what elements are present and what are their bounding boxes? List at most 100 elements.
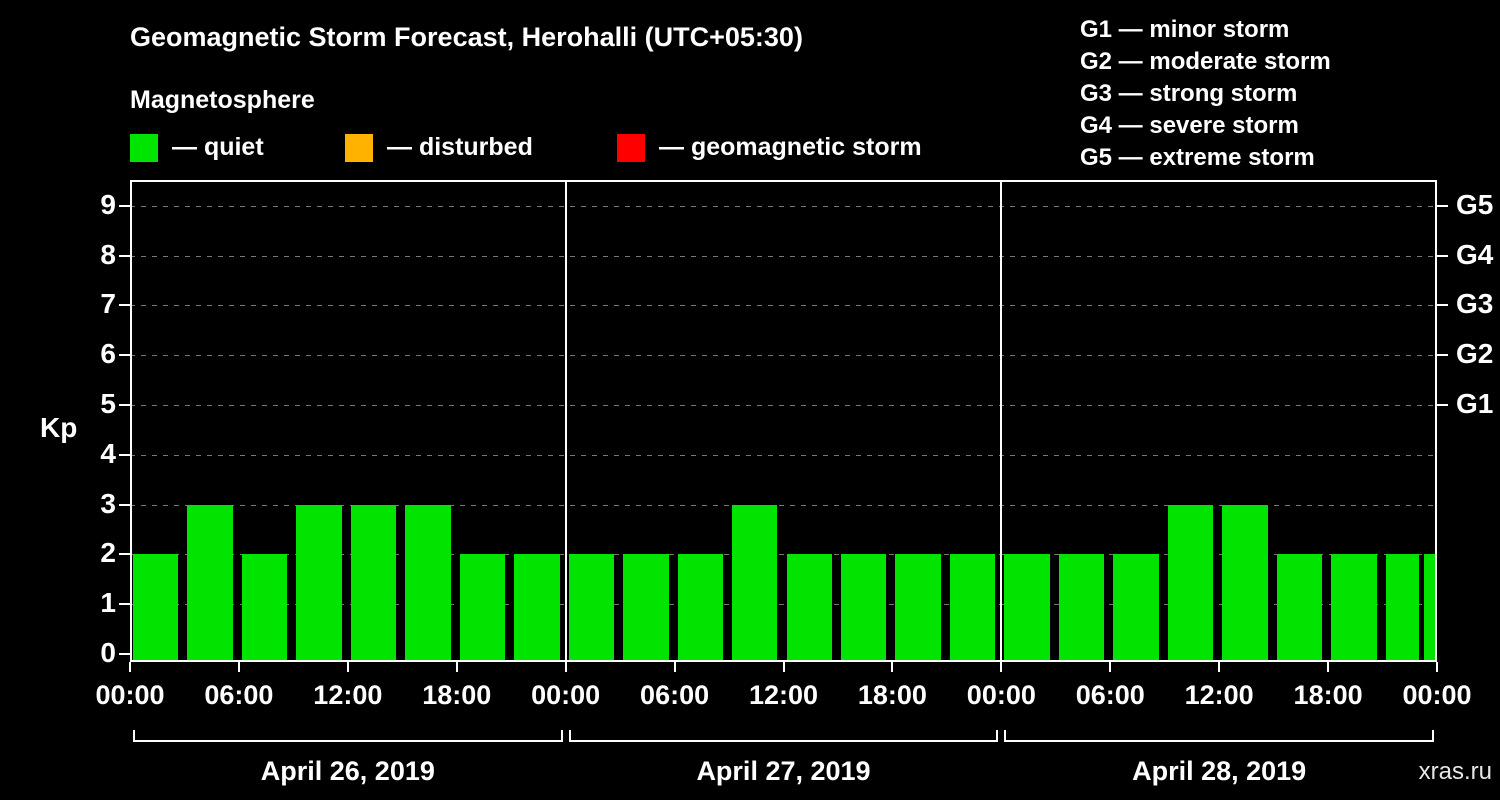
day-separator <box>1000 180 1003 662</box>
legend-item-storm: — geomagnetic storm <box>617 133 922 162</box>
g-scale-line-g1: G1 — minor storm <box>1080 16 1290 43</box>
y-tick-label: 6 <box>100 338 116 370</box>
kp-bar <box>1385 554 1419 660</box>
kp-bar <box>840 554 887 660</box>
kp-gridline <box>130 504 1437 506</box>
kp-bar <box>1113 554 1159 660</box>
kp-bar <box>568 554 615 660</box>
kp-bar <box>296 504 342 660</box>
quiet-color-swatch <box>130 133 158 162</box>
date-label: April 27, 2019 <box>696 756 871 786</box>
x-tick-label: 12:00 <box>313 680 383 710</box>
legend-item-disturbed: — disturbed <box>345 133 533 162</box>
plot-layer <box>130 180 1437 662</box>
g-axis-label: G5 <box>1456 188 1494 220</box>
y-tick-mark <box>119 254 130 257</box>
x-tick-mark <box>673 662 676 672</box>
y-tick-label: 8 <box>100 238 116 270</box>
x-tick-label: 00:00 <box>966 680 1036 710</box>
y-tick-label: 9 <box>100 188 116 220</box>
y-tick-label: 1 <box>100 587 116 619</box>
g-scale-line-g5: G5 — extreme storm <box>1080 144 1315 171</box>
y-tick-mark <box>119 553 130 556</box>
x-tick-mark <box>455 662 458 672</box>
plot-area <box>130 180 1437 662</box>
kp-bar-partial <box>1424 554 1435 660</box>
g-scale-line-g3: G3 — strong storm <box>1080 80 1298 107</box>
x-tick-label: 06:00 <box>640 680 710 710</box>
x-tick-label: 12:00 <box>748 680 819 710</box>
x-tick-label: 18:00 <box>857 680 927 710</box>
kp-bar <box>350 504 397 660</box>
chart-title: Geomagnetic Storm Forecast, Herohalli (U… <box>130 22 803 52</box>
x-tick-label: 00:00 <box>95 680 165 710</box>
kp-gridline <box>130 305 1437 307</box>
kp-bar <box>732 504 778 660</box>
x-tick-label: 00:00 <box>531 680 601 710</box>
date-bracket-tick <box>996 730 999 742</box>
kp-bar <box>241 554 288 660</box>
kp-gridline <box>130 405 1437 406</box>
date-bracket-tick <box>133 730 135 742</box>
g-axis-label: G3 <box>1456 288 1494 320</box>
g-tick-mark <box>1437 204 1448 207</box>
x-tick-label: 12:00 <box>1184 680 1254 710</box>
kp-bar <box>1222 504 1268 660</box>
disturbed-color-swatch <box>345 133 373 162</box>
x-tick-mark <box>1327 662 1330 672</box>
date-bracket-tick <box>1432 730 1434 742</box>
kp-bar <box>187 504 233 660</box>
kp-bar <box>623 554 669 660</box>
g-tick-mark <box>1437 254 1448 257</box>
x-tick-mark <box>1436 662 1438 672</box>
date-bracket-line <box>1004 740 1434 742</box>
y-tick-label: 0 <box>100 637 116 668</box>
kp-bar <box>1167 504 1214 660</box>
kp-gridline <box>130 554 1437 556</box>
kp-bar <box>1276 554 1323 660</box>
kp-bar <box>895 554 941 660</box>
date-bracket-tick <box>1004 730 1007 742</box>
legend-item-label: — geomagnetic storm <box>659 133 922 161</box>
x-tick-mark <box>782 662 785 672</box>
y-tick-mark <box>119 404 130 406</box>
date-label: April 26, 2019 <box>260 756 435 786</box>
x-tick-mark <box>237 662 240 672</box>
x-tick-mark <box>1000 662 1003 672</box>
legend-item-quiet: — quiet <box>130 133 264 162</box>
y-tick-mark <box>119 204 130 207</box>
kp-legend: — quiet — disturbed — geomagnetic storm <box>130 133 1080 163</box>
x-tick-label: 18:00 <box>1293 680 1363 710</box>
kp-gridline <box>130 604 1437 606</box>
legend-item-label: — quiet <box>172 133 264 161</box>
date-bracket-line <box>133 740 563 742</box>
x-tick-mark <box>891 662 894 672</box>
kp-bar <box>949 554 996 660</box>
g-scale-legend: G1 — minor storm G2 — moderate storm G3 … <box>1080 14 1331 174</box>
x-tick-label: 00:00 <box>1402 680 1472 710</box>
g-axis-label: G2 <box>1456 338 1494 370</box>
x-tick-label: 06:00 <box>1075 680 1145 710</box>
y-tick-label: 2 <box>100 537 116 569</box>
y-tick-label: 3 <box>100 487 116 519</box>
kp-gridline <box>130 255 1437 257</box>
y-tick-mark <box>119 653 130 655</box>
date-bracket-tick <box>568 730 571 742</box>
g-axis-label: G4 <box>1456 238 1494 270</box>
g-tick-mark <box>1437 304 1448 307</box>
g-axis-label: G1 <box>1456 388 1494 419</box>
kp-bar <box>133 554 179 660</box>
storm-color-swatch <box>617 133 645 162</box>
x-tick-label: 06:00 <box>204 680 274 710</box>
kp-bar <box>1058 554 1105 660</box>
date-bracket-tick <box>560 730 563 742</box>
kp-bar <box>1331 554 1377 660</box>
kp-bar <box>405 504 451 660</box>
kp-bar <box>514 554 560 660</box>
y-tick-mark <box>119 503 130 506</box>
x-tick-mark <box>1218 662 1221 672</box>
kp-bar <box>1004 554 1050 660</box>
g-scale-line-g4: G4 — severe storm <box>1080 112 1299 139</box>
legend-item-label: — disturbed <box>387 133 533 161</box>
date-label: April 28, 2019 <box>1132 756 1307 786</box>
